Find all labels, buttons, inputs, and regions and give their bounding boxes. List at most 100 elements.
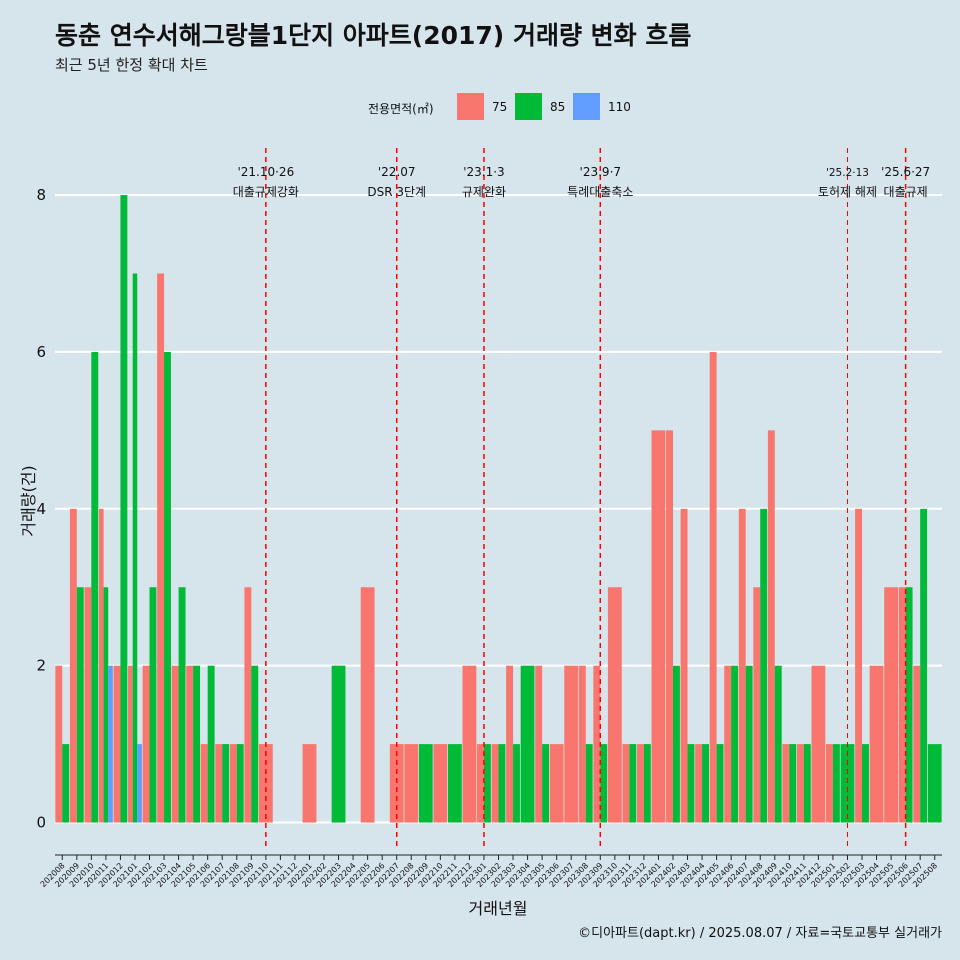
bar-202312-85 bbox=[643, 744, 651, 823]
y-axis-title: 거래량(건) bbox=[19, 465, 38, 536]
bar-202203-85 bbox=[331, 665, 346, 823]
bar-202103-85 bbox=[164, 351, 171, 823]
bar-202403-75 bbox=[680, 508, 688, 823]
bar-202501-75 bbox=[826, 744, 833, 823]
bar-202405-85 bbox=[716, 744, 724, 823]
chart-title: 동춘 연수서해그랑블1단지 아파트(2017) 거래량 변화 흐름 bbox=[55, 21, 692, 50]
bar-202402-75 bbox=[666, 430, 673, 823]
bar-202402-85 bbox=[672, 665, 680, 823]
annotation-label: 규제완화 bbox=[462, 185, 506, 199]
bar-202503-75 bbox=[855, 508, 863, 823]
source-caption: ©디아파트(dapt.kr) / 2025.08.07 / 자료=국토교통부 실… bbox=[578, 926, 942, 941]
legend-title: 전용면적(㎡) bbox=[368, 102, 434, 116]
bar-202408-75 bbox=[753, 587, 761, 823]
bar-202508-85 bbox=[927, 744, 942, 823]
y-tick-label: 8 bbox=[36, 186, 46, 204]
y-tick-label: 6 bbox=[36, 343, 46, 361]
bar-202401-75 bbox=[651, 430, 666, 823]
bar-202409-75 bbox=[767, 430, 775, 823]
bar-202009-85 bbox=[76, 587, 84, 823]
annotation-label: DSR 3단계 bbox=[367, 185, 426, 199]
bar-202409-85 bbox=[774, 665, 782, 823]
bar-202106-85 bbox=[207, 665, 215, 823]
bar-202407-75 bbox=[738, 508, 746, 823]
bar-202406-75 bbox=[724, 665, 732, 823]
policy-annotations: '21.10·26 대출규제강화 '22.07 DSR 3단계 '23.1·3 규제완화 '… bbox=[233, 165, 930, 199]
bar-202205-75 bbox=[360, 587, 375, 823]
bar-202404-75 bbox=[695, 744, 703, 823]
bar-202010-75 bbox=[84, 587, 92, 823]
bar-202308-75 bbox=[578, 665, 586, 823]
bar-202306-75 bbox=[549, 744, 564, 823]
bar-202303-75 bbox=[506, 665, 514, 823]
x-axis-title: 거래년월 bbox=[469, 899, 528, 918]
bar-202010-85 bbox=[91, 351, 99, 823]
bar-202102-75 bbox=[142, 665, 150, 823]
bar-202302-85 bbox=[498, 744, 506, 823]
bar-202412-75 bbox=[811, 665, 826, 823]
bar-202210-75 bbox=[433, 744, 448, 823]
bar-202310-75 bbox=[607, 587, 622, 823]
bar-202311-75 bbox=[622, 744, 630, 823]
bar-202501-85 bbox=[832, 744, 840, 823]
bar-202011-75 bbox=[98, 508, 104, 823]
bar-202305-85 bbox=[542, 744, 550, 823]
bar-202108-75 bbox=[229, 744, 237, 823]
bar-202403-85 bbox=[687, 744, 695, 823]
bar-202209-85 bbox=[418, 744, 433, 823]
annotation-label: 특례대출축소 bbox=[567, 185, 633, 199]
legend-swatch-85 bbox=[515, 93, 542, 120]
bar-202309-85 bbox=[600, 744, 608, 823]
bar-202107-85 bbox=[222, 744, 230, 823]
bar-202211-85 bbox=[447, 744, 462, 823]
x-axis: 2020082020092020102020112020122021012021… bbox=[39, 854, 942, 889]
bar-202404-85 bbox=[702, 744, 709, 823]
bar-202106-75 bbox=[200, 744, 208, 823]
chart-subtitle: 최근 5년 한정 확대 차트 bbox=[55, 56, 208, 74]
bar-202506-75 bbox=[898, 587, 906, 823]
bar-202302-75 bbox=[491, 744, 499, 823]
bars bbox=[55, 195, 942, 823]
bar-202011-85 bbox=[103, 587, 109, 823]
bar-202507-85 bbox=[920, 508, 928, 823]
bar-202502-85 bbox=[840, 744, 855, 823]
bar-202011-110 bbox=[108, 665, 113, 823]
annotation-label: 토허제 해제 bbox=[818, 185, 877, 199]
annotation-label: 대출규제 bbox=[884, 185, 928, 199]
bar-202301-75 bbox=[477, 744, 484, 823]
bar-202408-85 bbox=[760, 508, 768, 823]
legend-label-75: 75 bbox=[492, 100, 508, 114]
bar-202405-75 bbox=[709, 351, 717, 823]
bar-202102-85 bbox=[149, 587, 157, 823]
bar-202110-75 bbox=[258, 744, 273, 823]
bar-202208-75 bbox=[404, 744, 419, 823]
annotation-date: '23.9·7 bbox=[580, 165, 621, 179]
bar-202312-75 bbox=[637, 744, 644, 823]
bar-202407-85 bbox=[745, 665, 753, 823]
bar-202410-85 bbox=[789, 744, 797, 823]
bar-202109-85 bbox=[251, 665, 259, 823]
bar-202311-85 bbox=[629, 744, 637, 823]
bar-202301-85 bbox=[483, 744, 491, 823]
legend-swatch-110 bbox=[573, 93, 600, 120]
bar-202012-75 bbox=[113, 665, 121, 823]
y-tick-label: 4 bbox=[36, 500, 46, 518]
bar-202101-75 bbox=[128, 665, 133, 823]
annotation-date: '25.6·27 bbox=[881, 165, 930, 179]
bar-202009-75 bbox=[69, 508, 77, 823]
legend: 전용면적(㎡) 75 85 110 bbox=[0, 93, 960, 121]
bar-202307-75 bbox=[564, 665, 579, 823]
annotation-date: '23.1·3 bbox=[463, 165, 504, 179]
legend-label-110: 110 bbox=[608, 100, 631, 114]
y-tick-label: 2 bbox=[36, 657, 46, 675]
bar-202103-75 bbox=[157, 273, 165, 823]
bar-202507-75 bbox=[913, 665, 921, 823]
bar-202101-110 bbox=[137, 744, 142, 823]
bar-202411-85 bbox=[803, 744, 811, 823]
bar-202008-85 bbox=[62, 744, 70, 823]
bar-202104-85 bbox=[178, 587, 186, 823]
bar-202303-85 bbox=[513, 744, 520, 823]
bar-202411-75 bbox=[796, 744, 804, 823]
bar-202104-75 bbox=[171, 665, 179, 823]
